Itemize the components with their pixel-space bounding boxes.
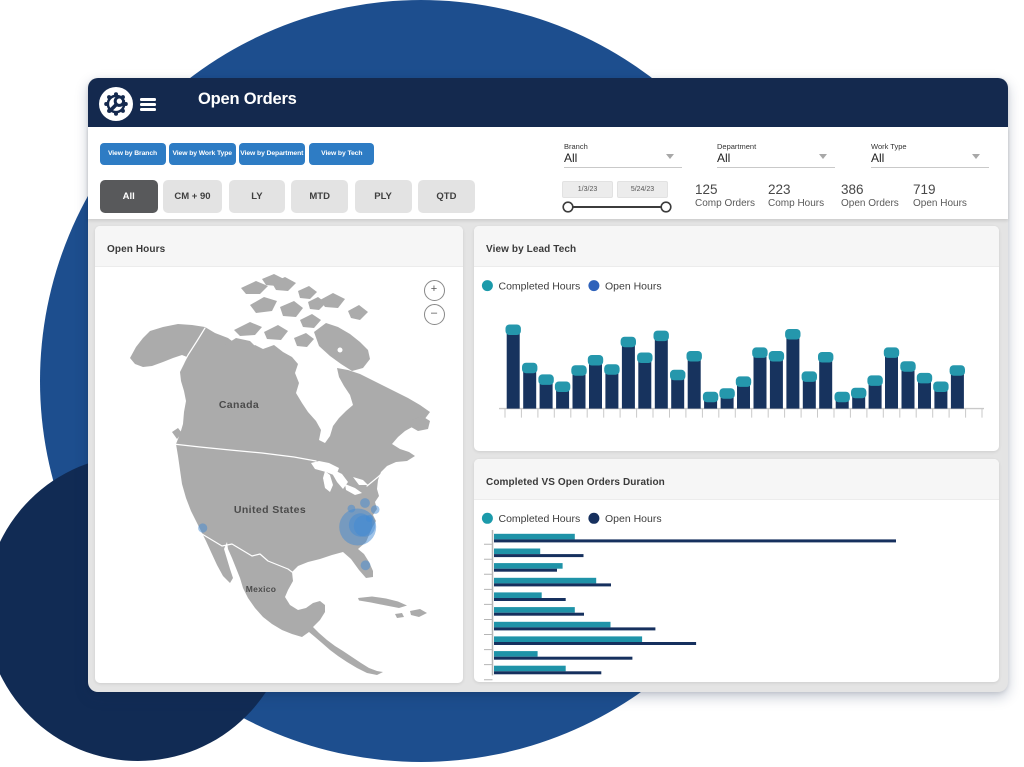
svg-text:Completed Hours: Completed Hours <box>499 281 581 293</box>
svg-text:Mexico: Mexico <box>246 584 277 594</box>
svg-text:Canada: Canada <box>219 399 259 411</box>
svg-text:Open Hours: Open Hours <box>605 513 662 525</box>
svg-text:Completed Hours: Completed Hours <box>499 513 581 525</box>
svg-text:Open Hours: Open Hours <box>605 281 662 293</box>
svg-text:United States: United States <box>234 504 306 516</box>
